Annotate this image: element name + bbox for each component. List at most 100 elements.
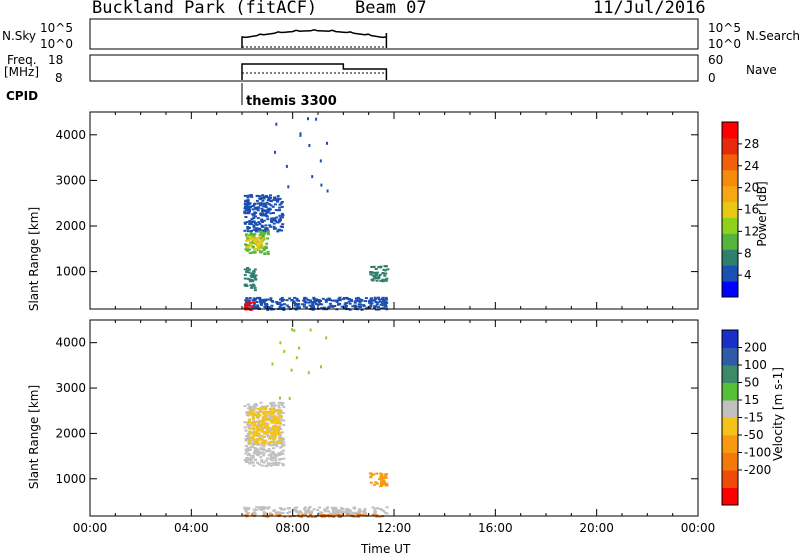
velocity-data-cell <box>282 457 286 460</box>
power-data-cell <box>268 208 272 211</box>
power-data-cell <box>276 197 280 200</box>
power-data-cell <box>265 227 269 230</box>
velocity-data-cell <box>260 429 264 432</box>
velocity-data-cell <box>270 433 274 436</box>
velocity-data-cell <box>263 442 267 445</box>
velocity-data-cell <box>250 446 254 449</box>
power-data-cell <box>281 223 285 226</box>
power-data-cell <box>280 300 284 302</box>
power-data-cell <box>243 229 247 232</box>
velocity-data-cell <box>251 444 255 447</box>
power-data-cell <box>326 189 329 193</box>
velocity-data-cell <box>277 406 281 409</box>
velocity-data-cell <box>270 411 274 414</box>
power-data-cell <box>377 296 380 299</box>
velocity-data-cell <box>279 396 281 400</box>
power-data-cell <box>252 224 256 227</box>
velocity-data-cell <box>268 443 272 446</box>
power-data-cell <box>265 247 269 249</box>
nsky-right-tick-top: 10^5 <box>708 21 741 35</box>
velocity-data-cell <box>271 412 275 415</box>
power-data-cell <box>261 225 265 228</box>
velocity-data-cell <box>345 510 349 513</box>
velocity-data-cell <box>264 459 268 462</box>
velocity-data-cell <box>244 439 248 442</box>
velocity-data-cell <box>326 514 330 517</box>
power-y-tick-label: 2000 <box>55 219 86 233</box>
velocity-data-cell <box>249 424 253 427</box>
velocity-data-cell <box>264 425 268 428</box>
power-data-cell <box>249 223 253 226</box>
velocity-data-cell <box>267 506 271 509</box>
power-data-cell <box>246 201 250 204</box>
power-data-cell <box>342 306 346 309</box>
power-data-cell <box>260 214 264 217</box>
velocity-data-cell <box>247 421 251 424</box>
power-data-cell <box>262 209 265 212</box>
power-data-cell <box>381 298 385 301</box>
velocity-data-cell <box>251 435 255 438</box>
velocity-data-cell <box>262 412 266 415</box>
velocity-data-cell <box>271 450 275 453</box>
velocity-data-cell <box>273 440 277 443</box>
power-data-cell <box>338 296 342 299</box>
velocity-colorbar-swatch <box>722 435 738 453</box>
power-data-cell <box>373 271 377 274</box>
power-data-cell <box>312 305 315 308</box>
velocity-data-cell <box>279 434 282 437</box>
velocity-data-cell <box>264 411 268 413</box>
power-data-cell <box>373 275 376 278</box>
power-data-cell <box>379 279 383 282</box>
power-data-cell <box>316 299 320 302</box>
velocity-data-cell <box>248 448 252 451</box>
velocity-data-cell <box>267 414 271 417</box>
velocity-colorbar-tick-label: 50 <box>744 376 759 390</box>
power-data-cell <box>252 301 256 304</box>
power-data-cell <box>368 306 372 309</box>
power-data-cell <box>342 298 346 301</box>
power-data-cell <box>276 230 280 233</box>
velocity-data-cell <box>248 425 252 428</box>
power-data-cell <box>255 227 259 230</box>
velocity-data-cell <box>255 506 259 509</box>
velocity-data-cell <box>254 459 257 462</box>
velocity-data-cell <box>271 459 274 462</box>
power-data-cell <box>267 196 271 199</box>
velocity-data-cell <box>262 435 266 438</box>
velocity-data-cell <box>246 432 250 435</box>
power-data-cell <box>247 206 251 209</box>
cpid-label: CPID <box>6 89 39 103</box>
power-data-cell <box>261 245 265 248</box>
velocity-data-cell <box>256 461 259 464</box>
power-data-cell <box>245 246 249 249</box>
velocity-data-cell <box>348 512 352 515</box>
power-data-cell <box>253 306 257 309</box>
velocity-data-cell <box>280 452 284 455</box>
velocity-data-cell <box>263 405 267 408</box>
power-data-cell <box>347 300 351 303</box>
nsky-panel-frame <box>89 18 699 50</box>
velocity-data-cell <box>248 440 252 443</box>
velocity-data-cell <box>269 462 273 465</box>
power-data-cell <box>259 212 263 215</box>
power-data-cell <box>295 304 299 307</box>
power-data-cell <box>246 237 250 240</box>
power-data-cell <box>353 300 357 303</box>
velocity-data-cell <box>272 463 276 466</box>
velocity-data-cell <box>262 447 265 450</box>
velocity-data-cell <box>266 417 269 420</box>
power-data-cell <box>309 299 312 302</box>
power-data-cell <box>252 217 256 219</box>
x-tick-label: 00:00 <box>681 521 716 535</box>
power-data-cell <box>253 211 257 214</box>
nsearch-label: N.Search <box>746 29 800 43</box>
velocity-data-cell <box>282 444 286 447</box>
power-data-cell <box>336 299 340 302</box>
velocity-data-cell <box>249 454 253 457</box>
velocity-data-cell <box>251 456 255 459</box>
power-data-cell <box>262 233 266 236</box>
velocity-data-cell <box>276 417 280 420</box>
power-data-cell <box>307 301 311 304</box>
velocity-data-cell <box>249 432 253 435</box>
power-data-cell <box>314 303 318 305</box>
